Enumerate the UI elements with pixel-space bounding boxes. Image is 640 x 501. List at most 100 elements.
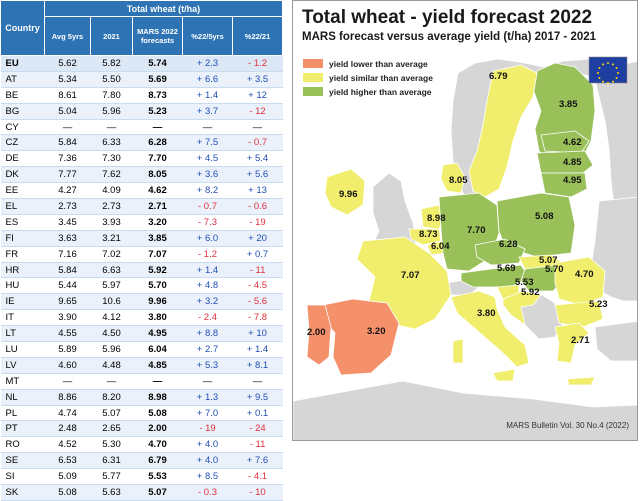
table-cell-country: DK (0, 166, 45, 184)
country-column-header: Country (0, 0, 45, 56)
table-cell-p21: + 7.6 (232, 452, 283, 470)
region-sicily[interactable] (492, 368, 516, 382)
table-row: FI 3.63 3.21 3.85 + 6.0 + 20 (0, 230, 283, 247)
table-row: MT — — — — — (0, 373, 283, 390)
value-label-hu: 5.70 (545, 264, 564, 275)
table-cell-p21: - 12 (232, 103, 283, 120)
value-label-fi: 3.85 (559, 99, 578, 110)
value-label-hr: 5.92 (521, 287, 540, 298)
region-poland[interactable] (496, 192, 576, 258)
value-label-se: 6.79 (489, 71, 508, 82)
table-cell-avg5: 5.84 (44, 262, 91, 279)
table-cell-p21: + 5.4 (232, 150, 283, 168)
table-cell-avg5: 9.65 (44, 293, 91, 311)
region-spain[interactable] (322, 298, 400, 376)
value-label-lt: 4.95 (563, 175, 582, 186)
value-label-dk: 8.05 (449, 175, 468, 186)
table-cell-fc: — (132, 373, 183, 390)
table-cell-fc: 4.85 (132, 357, 183, 374)
region-czechia[interactable] (474, 238, 526, 266)
region-italy[interactable] (450, 290, 530, 368)
region-sweden[interactable] (468, 64, 538, 198)
table-cell-fc: 5.74 (132, 55, 183, 72)
region-ireland[interactable] (324, 168, 366, 216)
total-wheat-group-header: Total wheat (t/ha) (43, 0, 284, 17)
table-cell-y2021: 6.33 (90, 134, 133, 152)
table-row: RO 4.52 5.30 4.70 + 4.0- 11 (0, 436, 283, 454)
region-croatia[interactable] (502, 290, 542, 326)
table-cell-y2021: 6.63 (90, 262, 133, 279)
region-greece[interactable] (554, 322, 590, 364)
value-label-pt: 2.00 (307, 327, 326, 338)
legend-label-higher: yield higher than average (329, 87, 432, 97)
region-lithuania[interactable] (540, 172, 588, 198)
table-cell-country: NL (0, 389, 45, 406)
region-crete[interactable] (566, 376, 596, 386)
region-sardinia[interactable] (452, 338, 464, 364)
table-cell-p5: + 6.6 (182, 71, 233, 88)
table-cell-avg5: 8.86 (44, 389, 91, 406)
table-cell-p21: - 10 (232, 484, 283, 501)
table-cell-p21: - 5.6 (232, 293, 283, 311)
table-cell-y2021: 4.12 (90, 309, 133, 327)
region-bulgaria[interactable] (554, 300, 604, 328)
table-cell-fc: 5.53 (132, 468, 183, 486)
table-cell-y2021: 5.50 (90, 71, 133, 88)
table-cell-p5: + 4.0 (182, 452, 233, 470)
table-row: EU 5.62 5.82 5.74 + 2.3- 1.2 (0, 55, 283, 72)
table-cell-avg5: 4.27 (44, 182, 91, 200)
table-cell-fc: 2.00 (132, 420, 183, 438)
table-cell-p21: - 11 (232, 436, 283, 454)
table-cell-p5: + 8.8 (182, 325, 233, 343)
table-cell-p5: - 2.4 (182, 309, 233, 327)
table-cell-p21: - 4.1 (232, 468, 283, 486)
value-label-bg: 5.23 (589, 299, 608, 310)
region-belgium[interactable] (408, 228, 442, 246)
table-row: EE 4.27 4.09 4.62 + 8.2 + 13 (0, 182, 283, 200)
table-cell-country: ES (0, 214, 45, 231)
legend-swatch-similar (303, 73, 323, 82)
turkey-shape (594, 320, 637, 362)
table-cell-y2021: 5.63 (90, 484, 133, 501)
table-cell-p21: - 7.8 (232, 309, 283, 327)
region-estonia[interactable] (540, 130, 590, 154)
table-cell-country: CY (0, 119, 45, 136)
table-cell-y2021: 5.07 (90, 405, 133, 422)
region-romania[interactable] (554, 256, 606, 306)
region-latvia[interactable] (536, 150, 594, 174)
table-cell-p5: + 3.2 (182, 293, 233, 311)
region-denmark[interactable] (440, 162, 466, 194)
table-cell-country: PL (0, 405, 45, 422)
avg-5yrs-column-header: Avg 5yrs (44, 16, 91, 56)
table-cell-p5: + 4.5 (182, 150, 233, 168)
table-cell-y2021: 3.21 (90, 230, 133, 247)
table-row: EL 2.73 2.73 2.71- 0.7- 0.6 (0, 198, 283, 215)
table-cell-p5: + 2.7 (182, 341, 233, 358)
table-cell-avg5: 5.62 (44, 55, 91, 72)
table-cell-p21: + 8.1 (232, 357, 283, 374)
table-cell-avg5: 3.63 (44, 230, 91, 247)
table-cell-fc: 4.95 (132, 325, 183, 343)
table-cell-p5: - 0.7 (182, 198, 233, 215)
table-cell-y2021: — (90, 373, 133, 390)
table-cell-avg5: — (44, 119, 91, 136)
table-cell-country: SI (0, 468, 45, 486)
value-label-ee: 4.62 (563, 137, 582, 148)
region-portugal[interactable] (306, 304, 332, 366)
table-cell-p21: — (232, 119, 283, 136)
value-label-pl: 5.08 (535, 211, 554, 222)
table-row: AT 5.34 5.50 5.69 + 6.6 + 3.5 (0, 71, 283, 88)
table-cell-country: EE (0, 182, 45, 200)
table-cell-p21: - 11 (232, 262, 283, 279)
table-cell-fc: 3.20 (132, 214, 183, 231)
table-cell-avg5: 4.60 (44, 357, 91, 374)
table-cell-country: FI (0, 230, 45, 247)
value-label-el: 2.71 (571, 335, 590, 346)
table-cell-p21: - 0.7 (232, 134, 283, 152)
value-label-cz: 6.28 (499, 239, 518, 250)
table-cell-country: MT (0, 373, 45, 390)
table-cell-fc: 6.79 (132, 452, 183, 470)
table-cell-y2021: 5.82 (90, 55, 133, 72)
table-cell-country: EU (0, 55, 45, 72)
table-cell-y2021: 4.50 (90, 325, 133, 343)
